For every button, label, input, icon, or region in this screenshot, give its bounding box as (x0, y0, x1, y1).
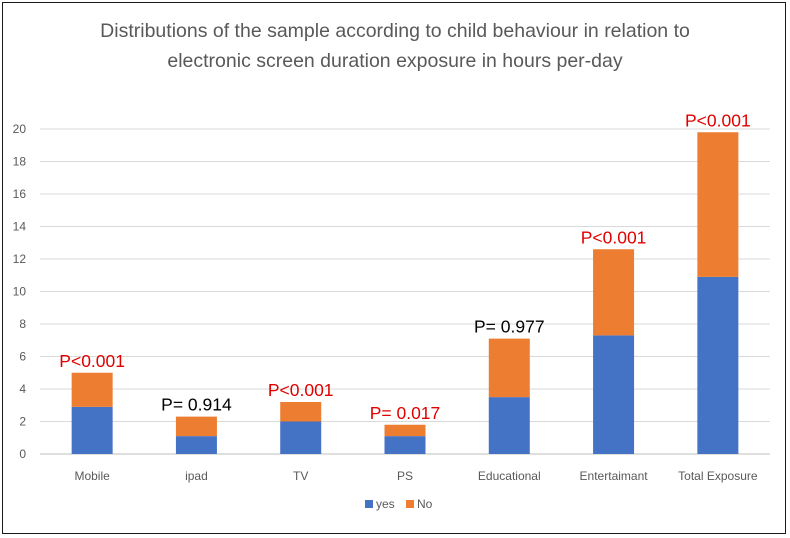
bar-segment-yes (280, 421, 322, 454)
legend-label-no: No (417, 497, 433, 511)
y-tick-label: 12 (13, 252, 27, 266)
y-tick-label: 2 (19, 415, 26, 429)
bar-segment-yes (488, 397, 530, 454)
bar-segment-no (593, 249, 635, 336)
legend: yes No (365, 497, 433, 511)
bar-segment-yes (593, 335, 635, 454)
chart-title-line-2: electronic screen duration exposure in h… (167, 50, 623, 72)
bar-segment-no (384, 424, 426, 437)
legend-swatch-yes (365, 500, 373, 508)
y-tick-label: 14 (13, 220, 27, 234)
bar-segment-yes (175, 436, 217, 454)
bar-segment-yes (697, 276, 739, 454)
y-tick-label: 8 (19, 317, 26, 331)
legend-label-yes: yes (376, 497, 395, 511)
x-tick-label: Educational (478, 469, 541, 483)
y-tick-label: 16 (13, 187, 27, 201)
chart-title-line-1: Distributions of the sample according to… (100, 20, 690, 42)
p-value-label: P= 0.914 (161, 395, 232, 415)
p-value-label: P<0.001 (268, 380, 334, 400)
bar-segment-no (71, 372, 113, 407)
p-value-label: P= 0.977 (474, 317, 545, 337)
x-tick-label: PS (397, 469, 413, 483)
x-axis: Mobile ipad TV PS Educational Entertaimant Tot… (74, 469, 757, 483)
y-tick-label: 18 (13, 155, 27, 169)
y-tick-label: 10 (13, 285, 27, 299)
legend-swatch-no (406, 500, 414, 508)
x-tick-label: TV (293, 469, 308, 483)
bar-segment-no (175, 416, 217, 437)
p-value-label: P<0.001 (581, 227, 647, 247)
chart-title: Distributions of the sample according to… (0, 16, 790, 76)
x-tick-label: Total Exposure (678, 469, 758, 483)
bar-segment-yes (384, 436, 426, 454)
p-value-label: P<0.001 (685, 110, 751, 130)
bar-segment-no (697, 132, 739, 277)
y-axis: 0 2 4 6 8 10 12 14 16 18 20 (13, 122, 27, 461)
bars (71, 132, 739, 454)
y-tick-label: 20 (13, 122, 27, 136)
x-tick-label: Entertaimant (580, 469, 649, 483)
gridlines (40, 128, 770, 455)
p-value-label: P= 0.017 (370, 403, 441, 423)
bar-segment-no (488, 338, 530, 398)
y-tick-label: 6 (19, 350, 26, 364)
y-tick-label: 4 (19, 382, 26, 396)
bar-segment-no (280, 402, 322, 422)
x-tick-label: Mobile (74, 469, 110, 483)
p-value-label: P<0.001 (59, 351, 125, 371)
p-value-annotations: P<0.001 P= 0.914 P<0.001 P= 0.017 P= 0.977 P<… (59, 110, 750, 423)
bar-segment-yes (71, 406, 113, 454)
y-tick-label: 0 (19, 447, 26, 461)
x-tick-label: ipad (185, 469, 208, 483)
